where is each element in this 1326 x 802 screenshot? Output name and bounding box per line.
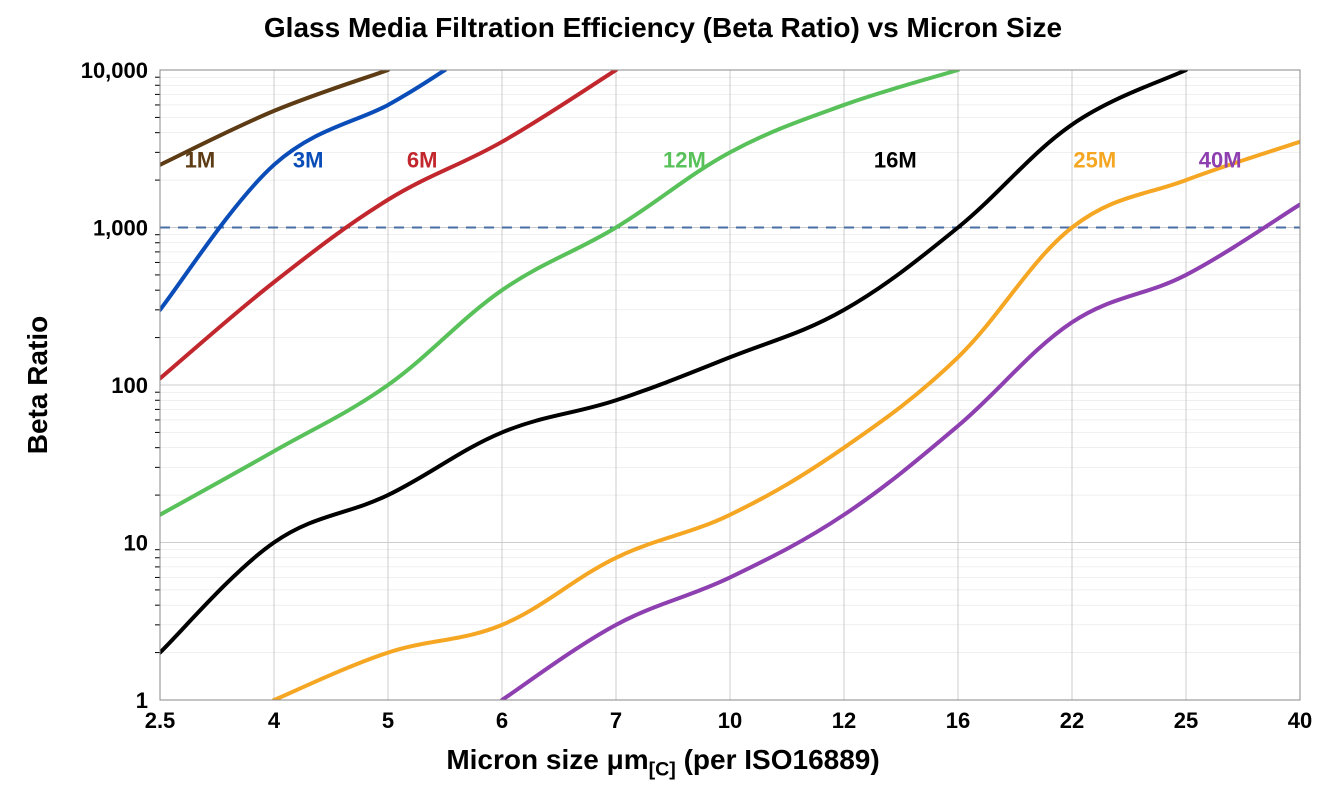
x-tick-label: 7 [610,708,622,733]
y-tick-label: 100 [111,373,148,398]
series-label-40M: 40M [1199,148,1242,173]
x-tick-label: 2.5 [145,708,176,733]
series-label-1M: 1M [185,148,216,173]
x-tick-label: 16 [946,708,970,733]
x-tick-label: 22 [1060,708,1084,733]
x-tick-label: 12 [832,708,856,733]
x-tick-label: 6 [496,708,508,733]
y-tick-label: 1,000 [93,216,148,241]
y-tick-label: 1 [136,688,148,713]
series-label-12M: 12M [663,148,706,173]
series-label-25M: 25M [1073,148,1116,173]
x-tick-label: 5 [382,708,394,733]
chart-container: Glass Media Filtration Efficiency (Beta … [0,0,1326,802]
x-tick-label: 25 [1174,708,1198,733]
series-label-16M: 16M [874,148,917,173]
x-tick-label: 40 [1288,708,1312,733]
x-tick-label: 10 [718,708,742,733]
series-label-3M: 3M [293,148,324,173]
y-tick-label: 10 [124,531,148,556]
chart-plot: 2.5 4 5 6 7 10 12 16 22 25 40 1 10 100 1,000 10,000 1M 3M… [0,0,1326,802]
x-tick-label: 4 [268,708,281,733]
y-tick-label: 10,000 [81,58,148,83]
series-label-6M: 6M [407,148,438,173]
